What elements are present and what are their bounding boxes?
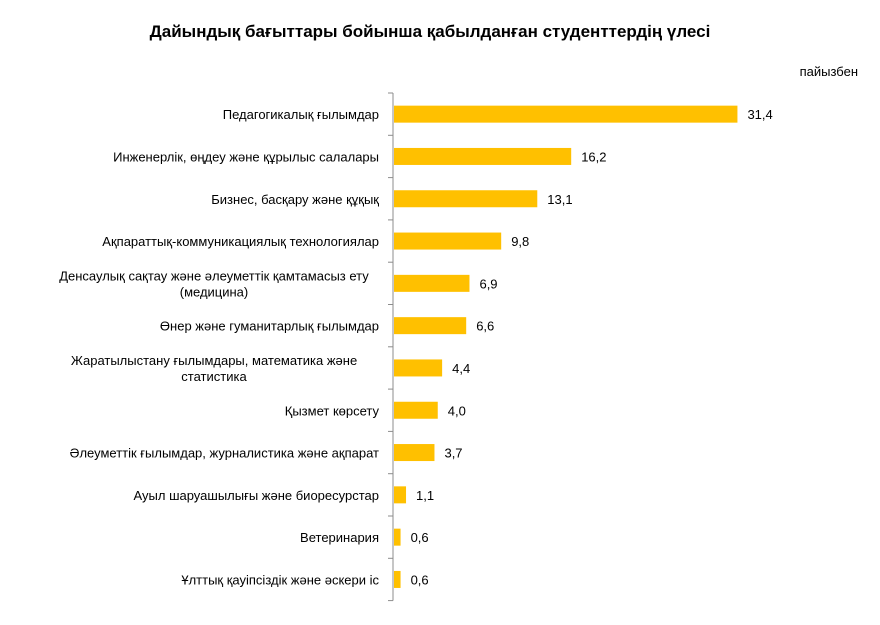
category-label-line: Қызмет көрсету [285, 403, 380, 418]
data-label: 6,9 [479, 276, 497, 291]
bar [394, 570, 401, 588]
bar [394, 486, 407, 504]
category-label-line: Әлеуметтік ғылымдар, журналистика және а… [70, 446, 379, 461]
category-label: Ветеринария [300, 530, 379, 545]
category-label-line: Бизнес, басқару және құқық [211, 192, 379, 207]
data-label: 1,1 [416, 488, 434, 503]
bar [394, 147, 572, 165]
unit-label: пайызбен [799, 64, 858, 79]
chart-title: Дайындық бағыттары бойынша қабылданған с… [149, 22, 711, 41]
category-label-line: Өнер және гуманитарлық ғылымдар [160, 319, 379, 334]
category-label-line: Ақпараттық-коммуникациялық технологиялар [102, 234, 379, 249]
category-label: Ауыл шаруашылығы және биоресурстар [134, 488, 380, 503]
category-label: Инженерлік, өңдеу және құрылыс салалары [113, 149, 379, 164]
data-label: 6,6 [476, 319, 494, 334]
data-label: 13,1 [547, 192, 572, 207]
bar [394, 359, 443, 377]
data-label: 3,7 [444, 446, 462, 461]
category-label-line: Жаратылыстану ғылымдары, математика және [71, 353, 357, 368]
category-label-line: Ветеринария [300, 530, 379, 545]
category-label: Әлеуметтік ғылымдар, журналистика және а… [70, 446, 379, 461]
category-label: Жаратылыстану ғылымдары, математика және… [71, 353, 357, 384]
bar [394, 274, 470, 292]
category-label: Денсаулық сақтау және әлеуметтік қамтама… [59, 268, 369, 299]
category-label-line: статистика [181, 369, 247, 384]
data-label: 31,4 [747, 107, 772, 122]
data-label: 9,8 [511, 234, 529, 249]
bar [394, 190, 538, 208]
bar [394, 528, 401, 546]
category-label: Педагогикалық ғылымдар [223, 107, 379, 122]
category-label: Өнер және гуманитарлық ғылымдар [160, 319, 379, 334]
category-label: Бизнес, басқару және құқық [211, 192, 379, 207]
bar [394, 232, 502, 250]
category-label-line: Ұлттық қауіпсіздік және әскери іс [181, 572, 379, 587]
category-label-line: Ауыл шаруашылығы және биоресурстар [134, 488, 380, 503]
data-label: 4,0 [448, 403, 466, 418]
category-label-line: Денсаулық сақтау және әлеуметтік қамтама… [59, 268, 369, 283]
category-label-line: Инженерлік, өңдеу және құрылыс салалары [113, 149, 379, 164]
bar [394, 105, 738, 123]
data-label: 0,6 [411, 530, 429, 545]
bar [394, 444, 435, 462]
category-label: Ақпараттық-коммуникациялық технологиялар [102, 234, 379, 249]
bar [394, 317, 467, 335]
category-label-line: Педагогикалық ғылымдар [223, 107, 379, 122]
data-label: 16,2 [581, 149, 606, 164]
bar [394, 401, 438, 419]
data-label: 4,4 [452, 361, 470, 376]
data-label: 0,6 [411, 572, 429, 587]
category-label: Қызмет көрсету [285, 403, 380, 418]
category-label-line: (медицина) [180, 284, 249, 299]
category-label: Ұлттық қауіпсіздік және әскери іс [181, 572, 379, 587]
